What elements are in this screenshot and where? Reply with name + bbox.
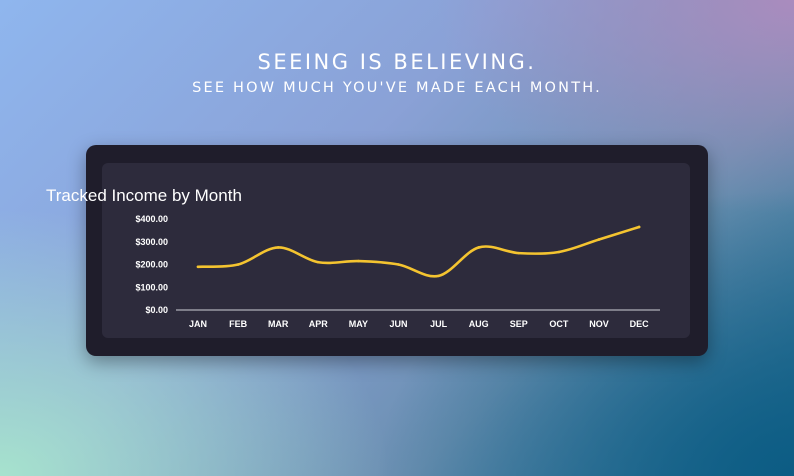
chart-title: Tracked Income by Month: [46, 186, 242, 205]
x-tick-label: JUN: [389, 319, 407, 329]
chart-card: [86, 145, 708, 356]
y-tick-label: $200.00: [135, 260, 168, 270]
data-point-feb: [236, 263, 240, 266]
headline-subtitle: SEE HOW MUCH YOU'VE MADE EACH MONTH.: [192, 80, 602, 96]
data-point-nov: [597, 238, 601, 241]
data-point-may: [357, 259, 360, 263]
x-tick-label: NOV: [589, 319, 609, 329]
headline-title: SEEING IS BELIEVING.: [257, 50, 537, 74]
data-point-oct: [557, 250, 561, 254]
y-tick-label: $100.00: [135, 282, 168, 292]
x-tick-label: AUG: [469, 319, 489, 329]
data-point-jan: [196, 265, 200, 269]
data-point-jun: [397, 263, 400, 266]
x-tick-label: MAY: [349, 319, 368, 329]
x-tick-label: SEP: [510, 319, 528, 329]
income-series-line: [196, 225, 641, 278]
data-point-aug: [477, 246, 481, 249]
y-tick-label: $400.00: [135, 214, 168, 224]
data-point-dec: [637, 225, 641, 229]
y-tick-label: $300.00: [135, 237, 168, 247]
y-tick-label: $0.00: [145, 305, 168, 315]
x-tick-label: APR: [309, 319, 329, 329]
x-tick-label: MAR: [268, 319, 289, 329]
data-point-mar: [276, 246, 280, 249]
x-tick-label: OCT: [549, 319, 569, 329]
x-tick-label: DEC: [630, 319, 650, 329]
x-tick-label: JAN: [189, 319, 207, 329]
data-point-sep: [517, 251, 521, 255]
x-tick-label: JUL: [430, 319, 448, 329]
data-point-jul: [437, 274, 440, 278]
data-point-apr: [317, 260, 320, 264]
x-tick-label: FEB: [229, 319, 248, 329]
chart-panel: [102, 163, 690, 338]
